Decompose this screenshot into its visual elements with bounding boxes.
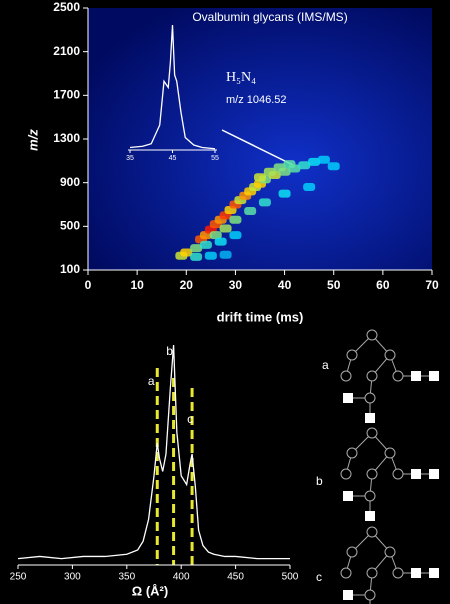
glycan-square bbox=[365, 511, 375, 521]
peak-label: c bbox=[187, 412, 193, 426]
heat-cell bbox=[303, 183, 316, 192]
y-tick-label: 100 bbox=[60, 262, 80, 276]
glycan-circle bbox=[392, 468, 404, 480]
glycan-square bbox=[343, 590, 353, 600]
glycan-circle bbox=[364, 392, 376, 404]
x-axis-label: drift time (ms) bbox=[217, 309, 304, 324]
glycan-circle bbox=[346, 349, 358, 361]
heat-cell bbox=[214, 237, 227, 246]
heat-cell bbox=[298, 161, 311, 170]
x-tick-label: 250 bbox=[10, 572, 27, 583]
glycan-circle bbox=[364, 589, 376, 601]
x-tick-label: 500 bbox=[282, 572, 299, 583]
glycan-circle bbox=[366, 427, 378, 439]
glycan-square bbox=[429, 568, 439, 578]
x-tick-label: 400 bbox=[173, 572, 190, 583]
glycan-circle bbox=[366, 567, 378, 579]
glycan-circle bbox=[384, 349, 396, 361]
heat-cell bbox=[244, 207, 257, 216]
heat-cell bbox=[283, 160, 296, 169]
heat-cell bbox=[190, 252, 203, 261]
glycan-square bbox=[343, 491, 353, 501]
y-tick-label: 2500 bbox=[53, 0, 80, 14]
x-tick-label: 450 bbox=[227, 572, 244, 583]
glycan-circle bbox=[346, 546, 358, 558]
glycan-square bbox=[429, 469, 439, 479]
y-axis-label: m/z bbox=[25, 129, 40, 151]
y-tick-label: 900 bbox=[60, 175, 80, 189]
x-tick-label: 55 bbox=[211, 155, 219, 162]
structure-label: c bbox=[316, 570, 322, 584]
glycan-circle bbox=[340, 567, 352, 579]
heat-cell bbox=[254, 173, 266, 182]
x-tick-label: 20 bbox=[180, 278, 194, 292]
x-axis-label: Ω (Å²) bbox=[132, 583, 168, 598]
glycan-square bbox=[411, 568, 421, 578]
heat-cell bbox=[209, 231, 222, 240]
x-tick-label: 350 bbox=[118, 572, 135, 583]
heat-cell bbox=[317, 155, 330, 164]
y-tick-label: 1300 bbox=[53, 131, 80, 145]
x-tick-label: 10 bbox=[130, 278, 144, 292]
heat-cell bbox=[204, 251, 217, 260]
spectrum-trace bbox=[17, 344, 290, 560]
annotation: H₅N₄ bbox=[226, 70, 256, 85]
x-tick-label: 70 bbox=[425, 278, 439, 292]
glycan-circle bbox=[384, 447, 396, 459]
glycan-square bbox=[365, 413, 375, 423]
inset-trace bbox=[129, 24, 216, 150]
glycan-square bbox=[411, 371, 421, 381]
heat-cell bbox=[263, 167, 276, 176]
x-tick-label: 300 bbox=[64, 572, 81, 583]
heat-cell bbox=[190, 244, 203, 253]
structure-label: b bbox=[316, 474, 323, 488]
y-tick-label: 2100 bbox=[53, 44, 80, 58]
x-tick-label: 50 bbox=[327, 278, 341, 292]
glycan-circle bbox=[384, 546, 396, 558]
y-tick-label: 500 bbox=[60, 219, 80, 233]
glycan-square bbox=[411, 469, 421, 479]
heat-cell bbox=[258, 198, 271, 207]
peak-label: b bbox=[166, 344, 173, 358]
x-tick-label: 0 bbox=[85, 278, 92, 292]
heat-cell bbox=[327, 162, 340, 171]
heat-cell bbox=[180, 248, 193, 257]
glycan-circle bbox=[340, 370, 352, 382]
heat-cell bbox=[273, 163, 286, 172]
glycan-circle bbox=[366, 370, 378, 382]
peak-label: a bbox=[148, 374, 155, 388]
heat-cell bbox=[278, 189, 291, 198]
glycan-circle bbox=[364, 490, 376, 502]
heat-cell bbox=[199, 240, 212, 249]
heat-cell bbox=[229, 231, 242, 240]
glycan-circle bbox=[340, 468, 352, 480]
structure-label: a bbox=[322, 358, 329, 372]
x-tick-label: 30 bbox=[229, 278, 243, 292]
heat-cell bbox=[229, 215, 242, 224]
plot-background bbox=[88, 8, 432, 270]
glycan-square bbox=[343, 393, 353, 403]
pointer-line bbox=[221, 129, 294, 166]
heat-cell bbox=[219, 250, 232, 259]
glycan-circle bbox=[366, 329, 378, 341]
chart-title: Ovalbumin glycans (IMS/MS) bbox=[192, 10, 347, 24]
x-tick-label: 60 bbox=[376, 278, 390, 292]
x-tick-label: 40 bbox=[278, 278, 292, 292]
glycan-square bbox=[429, 371, 439, 381]
y-tick-label: 1700 bbox=[53, 88, 80, 102]
heat-cell bbox=[308, 157, 321, 166]
glycan-circle bbox=[346, 447, 358, 459]
glycan-circle bbox=[392, 370, 404, 382]
x-tick-label: 45 bbox=[169, 155, 177, 162]
annotation: m/z 1046.52 bbox=[226, 94, 287, 106]
glycan-circle bbox=[366, 526, 378, 538]
x-tick-label: 35 bbox=[126, 155, 134, 162]
heat-cell bbox=[219, 224, 232, 233]
glycan-circle bbox=[366, 468, 378, 480]
glycan-circle bbox=[392, 567, 404, 579]
